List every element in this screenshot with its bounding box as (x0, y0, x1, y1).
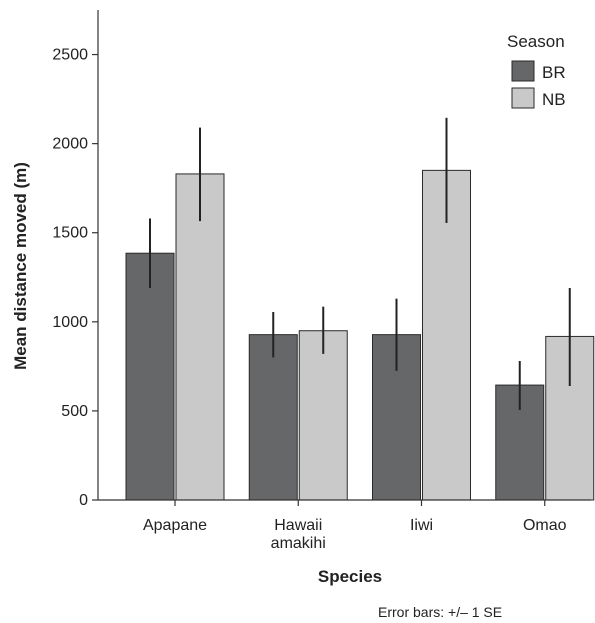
y-tick-label: 1000 (52, 314, 88, 331)
legend-label-br: BR (542, 63, 566, 82)
y-tick-label: 2000 (52, 136, 88, 153)
bar-br (125, 252, 175, 501)
x-tick-label: Iiwi (410, 517, 433, 534)
x-tick-label-line: Apapane (143, 517, 207, 534)
plot-area (125, 117, 595, 501)
legend-swatch-nb (511, 87, 535, 109)
x-axis-title: Species (318, 567, 382, 586)
y-tick-label: 2500 (52, 47, 88, 64)
x-tick-label: Omao (523, 517, 567, 534)
legend-title: Season (507, 32, 565, 51)
legend-swatch-br (511, 60, 535, 82)
bar-nb (298, 330, 348, 501)
x-tick-label: Hawaii amakihi (271, 517, 326, 552)
axes: 0 500 1000 1500 2000 2500 Apapane Hawaii amakihi… (52, 10, 591, 552)
y-tick-label: 0 (79, 492, 88, 509)
x-tick-label-line: Iiwi (410, 517, 433, 534)
bar-nb (175, 173, 225, 501)
y-tick-label: 1500 (52, 225, 88, 242)
legend-label-nb: NB (542, 90, 566, 109)
y-tick-label: 500 (61, 403, 88, 420)
y-axis-title: Mean distance moved (m) (11, 162, 30, 370)
x-tick-label-line: Omao (523, 517, 567, 534)
x-tick-label: Apapane (143, 517, 207, 534)
bar-br (248, 334, 298, 501)
x-tick-label-line: Hawaii (274, 517, 322, 534)
x-tick-label-line: amakihi (271, 535, 326, 552)
error-bar-note: Error bars: +/– 1 SE (378, 604, 502, 620)
legend: Season BR NB (507, 32, 566, 109)
